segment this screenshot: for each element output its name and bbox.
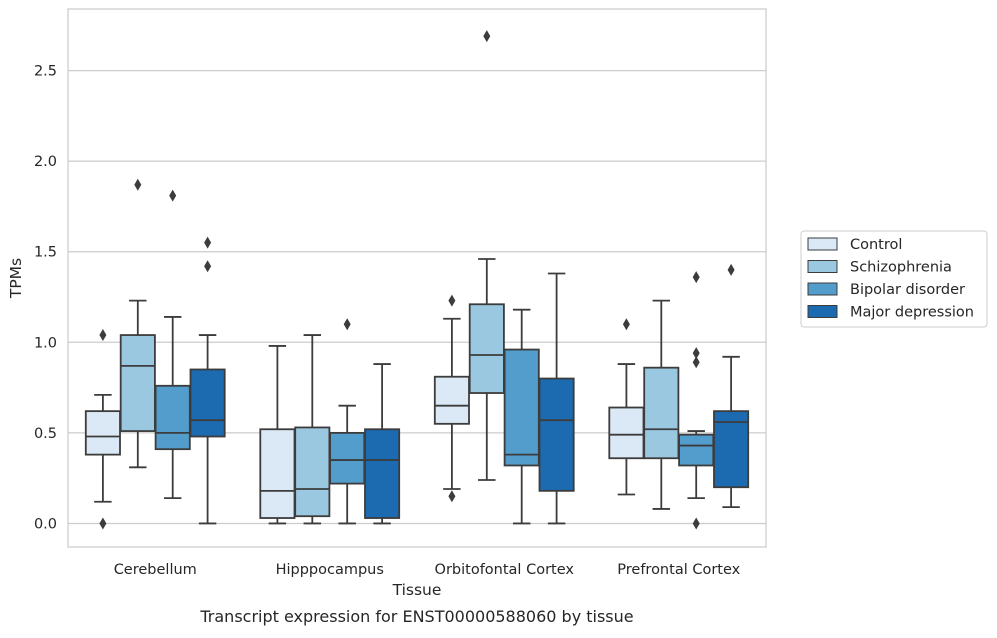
x-tick-label: Prefrontal Cortex xyxy=(617,562,740,578)
y-tick-label: 0.5 xyxy=(34,426,57,442)
outlier-point xyxy=(727,263,735,276)
boxes xyxy=(84,30,750,530)
box xyxy=(189,368,226,438)
box xyxy=(119,334,156,432)
box xyxy=(259,428,296,519)
box-group xyxy=(189,236,226,525)
outlier-point xyxy=(622,318,630,331)
y-tick-label: 1.0 xyxy=(34,335,57,351)
legend: Control Schizophrenia Bipolar disorder Majo… xyxy=(800,230,988,328)
box xyxy=(678,433,715,467)
outlier-point xyxy=(448,294,456,307)
box-group xyxy=(84,329,121,530)
y-tick-label: 0.0 xyxy=(34,516,57,532)
box xyxy=(643,366,680,460)
x-tick-label: Cerebellum xyxy=(114,562,197,578)
box-group xyxy=(154,189,191,499)
box xyxy=(154,384,191,451)
outlier-point xyxy=(99,517,107,530)
outlier-point xyxy=(169,189,177,202)
box xyxy=(608,406,645,460)
legend-label: Bipolar disorder xyxy=(850,282,965,298)
box-group xyxy=(329,318,366,525)
box-group xyxy=(119,178,156,469)
outlier-point xyxy=(692,271,700,284)
legend-items: Control Schizophrenia Bipolar disorder Majo… xyxy=(807,237,974,321)
outlier-point xyxy=(448,490,456,503)
legend-swatch xyxy=(807,237,838,251)
legend-label: Control xyxy=(850,237,902,253)
x-tick-label: Orbitofontal Cortex xyxy=(435,562,575,578)
box xyxy=(364,428,401,519)
box xyxy=(84,410,121,456)
box-group xyxy=(713,263,750,509)
box-group xyxy=(468,30,505,481)
outlier-point xyxy=(204,260,212,273)
chart-caption: Transcript expression for ENST0000058806… xyxy=(199,607,633,626)
box-group xyxy=(608,318,645,496)
legend-label: Schizophrenia xyxy=(850,260,952,276)
plot-area-frame xyxy=(67,8,767,548)
box-group xyxy=(294,334,331,525)
outlier-point xyxy=(483,30,491,43)
y-tick-labels: 0.0 0.5 1.0 1.5 2.0 2.5 xyxy=(34,64,57,533)
box xyxy=(538,377,575,492)
box-group xyxy=(538,272,575,525)
box-group xyxy=(678,271,715,530)
x-tick-label: Hipppocampus xyxy=(276,562,384,578)
legend-swatch xyxy=(807,305,838,318)
outlier-point xyxy=(99,329,107,342)
box xyxy=(468,303,505,394)
y-tick-label: 2.5 xyxy=(34,64,57,80)
box xyxy=(433,375,470,425)
outlier-point xyxy=(134,178,142,191)
box xyxy=(713,410,750,489)
box xyxy=(329,431,366,485)
outlier-point xyxy=(204,236,212,249)
y-tick-label: 2.0 xyxy=(34,154,57,170)
legend-frame xyxy=(800,230,988,328)
x-tick-labels: Cerebellum Hipppocampus Orbitofontal Corte… xyxy=(114,562,741,578)
box-group xyxy=(364,363,401,525)
outlier-point xyxy=(692,356,700,369)
legend-swatch xyxy=(807,282,838,296)
box-group xyxy=(643,299,680,510)
box-group xyxy=(433,294,470,503)
outlier-point xyxy=(692,517,700,530)
y-tick-label: 1.5 xyxy=(34,245,57,261)
legend-label: Major depression xyxy=(850,305,974,321)
box xyxy=(294,426,331,518)
outlier-point xyxy=(343,318,351,331)
box xyxy=(503,348,540,467)
x-axis-label: Tissue xyxy=(392,581,442,599)
y-axis-label: TPMs xyxy=(7,258,25,299)
box-group xyxy=(259,345,296,525)
legend-swatch xyxy=(807,260,838,273)
outlier-point xyxy=(692,347,700,360)
